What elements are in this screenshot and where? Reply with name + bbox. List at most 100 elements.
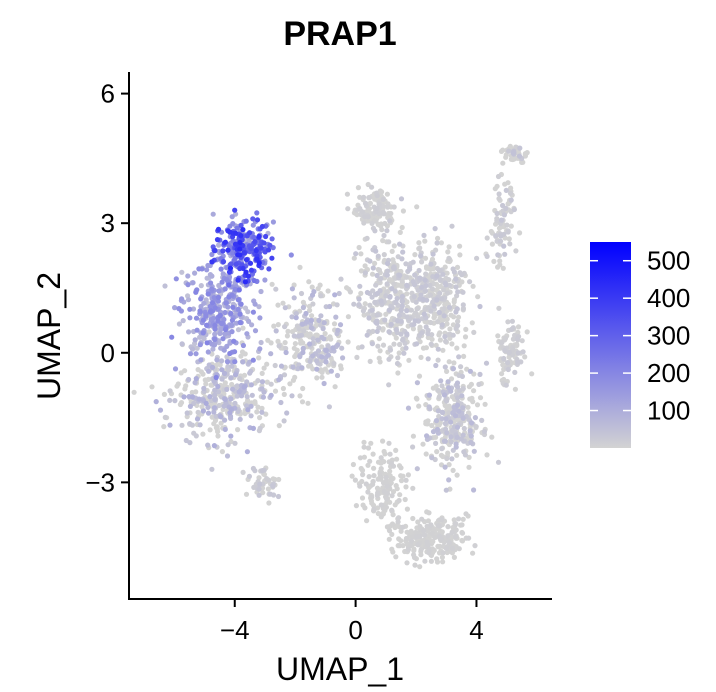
scatter-point bbox=[498, 148, 505, 154]
scatter-point bbox=[215, 383, 221, 390]
scatter-point bbox=[365, 462, 371, 468]
scatter-point bbox=[359, 478, 365, 485]
scatter-point bbox=[276, 377, 282, 383]
scatter-point bbox=[374, 328, 380, 334]
scatter-point bbox=[428, 558, 434, 564]
scatter-point bbox=[300, 385, 306, 392]
scatter-point bbox=[284, 410, 290, 416]
scatter-point bbox=[418, 292, 424, 298]
scatter-point bbox=[390, 489, 397, 495]
scatter-point bbox=[476, 381, 482, 387]
scatter-point bbox=[403, 484, 409, 490]
x-axis-ticks: −4 0 4 bbox=[220, 599, 484, 645]
scatter-point bbox=[209, 414, 215, 420]
scatter-point bbox=[416, 373, 423, 379]
scatter-point bbox=[393, 335, 399, 341]
scatter-point bbox=[458, 364, 464, 370]
scatter-point bbox=[442, 464, 448, 470]
scatter-point bbox=[269, 281, 275, 287]
scatter-point bbox=[386, 356, 392, 362]
scatter-point bbox=[264, 379, 270, 385]
scatter-point bbox=[361, 220, 367, 226]
scatter-point bbox=[250, 425, 256, 431]
scatter-point bbox=[176, 321, 182, 327]
scatter-point bbox=[304, 325, 310, 331]
scatter-point bbox=[495, 173, 502, 180]
scatter-point bbox=[369, 494, 375, 500]
scatter-point bbox=[370, 328, 376, 334]
scatter-point bbox=[257, 415, 263, 421]
scatter-point bbox=[448, 376, 455, 382]
scatter-point bbox=[443, 416, 449, 422]
scatter-point bbox=[232, 241, 239, 247]
scatter-point bbox=[350, 461, 356, 468]
scatter-point bbox=[446, 277, 452, 283]
scatter-point bbox=[325, 343, 331, 349]
scatter-point bbox=[398, 318, 404, 324]
scatter-point bbox=[192, 270, 198, 276]
scatter-point bbox=[505, 366, 511, 373]
scatter-point bbox=[436, 394, 442, 400]
scatter-point bbox=[261, 365, 267, 371]
scatter-point bbox=[415, 314, 421, 320]
scatter-point bbox=[193, 289, 199, 295]
scatter-point bbox=[282, 305, 288, 311]
scatter-point bbox=[252, 328, 259, 334]
scatter-point bbox=[267, 242, 273, 248]
scatter-point bbox=[281, 372, 288, 378]
scatter-point bbox=[391, 204, 397, 210]
scatter-point bbox=[398, 331, 404, 337]
scatter-point bbox=[266, 500, 272, 506]
scatter-point bbox=[210, 211, 216, 217]
scatter-point bbox=[459, 373, 465, 379]
scatter-point bbox=[240, 359, 246, 365]
scatter-point bbox=[380, 196, 386, 202]
scatter-point bbox=[382, 317, 388, 323]
scatter-point bbox=[403, 477, 409, 483]
scatter-point bbox=[272, 362, 278, 369]
scatter-point bbox=[310, 301, 316, 307]
scatter-point bbox=[195, 367, 201, 373]
scatter-point bbox=[229, 317, 235, 323]
scatter-point bbox=[390, 549, 396, 555]
scatter-point bbox=[222, 286, 228, 292]
scatter-point bbox=[396, 312, 402, 318]
scatter-point bbox=[441, 392, 448, 398]
scatter-point bbox=[287, 381, 293, 387]
scatter-point bbox=[439, 446, 445, 452]
scatter-point bbox=[309, 284, 315, 290]
scatter-point bbox=[218, 420, 224, 426]
scatter-point bbox=[204, 340, 210, 346]
scatter-point bbox=[237, 311, 243, 317]
scatter-point bbox=[131, 389, 137, 395]
scatter-point bbox=[433, 434, 439, 440]
scatter-point bbox=[451, 360, 457, 366]
scatter-point bbox=[405, 405, 412, 411]
scatter-point bbox=[520, 349, 526, 355]
scatter-point bbox=[360, 472, 366, 478]
scatter-point bbox=[212, 331, 218, 337]
scatter-point bbox=[309, 292, 316, 298]
scatter-point bbox=[396, 515, 402, 521]
scatter-point bbox=[507, 190, 514, 196]
scatter-point bbox=[408, 307, 414, 313]
scatter-point bbox=[389, 521, 396, 527]
scatter-point bbox=[198, 283, 204, 289]
scatter-point bbox=[229, 214, 235, 220]
scatter-point bbox=[443, 338, 449, 344]
scatter-point bbox=[245, 407, 251, 413]
scatter-point bbox=[374, 205, 380, 211]
scatter-point bbox=[417, 533, 423, 540]
scatter-point bbox=[202, 377, 208, 383]
scatter-point bbox=[235, 277, 241, 283]
scatter-point bbox=[439, 416, 445, 422]
scatter-point bbox=[500, 160, 506, 166]
scatter-point bbox=[370, 265, 376, 271]
scatter-point bbox=[454, 293, 460, 299]
scatter-point bbox=[201, 385, 207, 391]
scatter-point bbox=[357, 283, 363, 289]
scatter-point bbox=[276, 343, 282, 349]
scatter-point bbox=[359, 467, 366, 473]
scatter-point bbox=[424, 433, 430, 439]
scatter-point bbox=[508, 223, 514, 229]
